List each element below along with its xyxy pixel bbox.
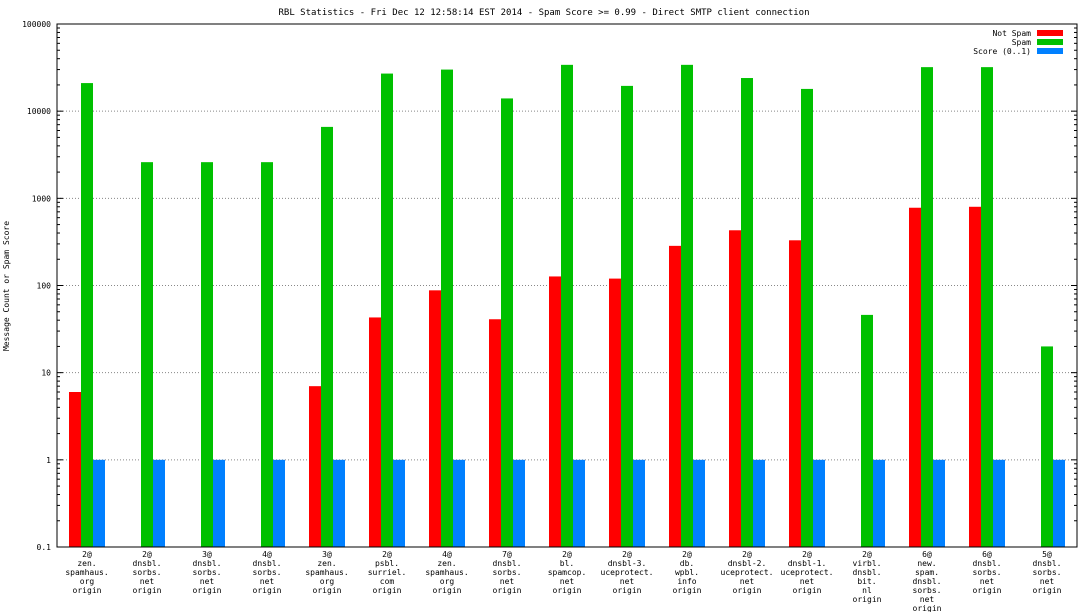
- bar-score-0-1: [393, 459, 405, 547]
- bar-spam: [201, 162, 213, 547]
- legend-swatch: [1037, 39, 1063, 45]
- bar-score-0-1: [633, 459, 645, 547]
- bar-spam: [861, 314, 873, 547]
- bar-spam: [441, 69, 453, 547]
- x-labels-layer: 2@ zen. spamhaus. org origin 2@ dnsbl. sorbs. ne…: [65, 550, 1062, 613]
- x-tick-label: 7@ dnsbl. sorbs. net origin: [493, 550, 522, 595]
- x-tick-label: 4@ dnsbl. sorbs. net origin: [253, 550, 282, 595]
- y-tick-label: 0.1: [37, 543, 52, 552]
- bar-spam: [81, 83, 93, 547]
- y-tick-label: 10: [41, 369, 51, 378]
- y-ticks-layer: 0.1 1 10 100 1000 10000 100000: [22, 20, 1077, 552]
- y-tick-label: 1000: [32, 194, 51, 203]
- bar-score-0-1: [153, 459, 165, 547]
- x-tick-label: 2@ dnsbl. sorbs. net origin: [133, 550, 162, 595]
- bar-spam: [621, 85, 633, 547]
- bar-spam: [921, 67, 933, 547]
- bar-not-spam: [549, 276, 561, 547]
- x-tick-label: 5@ dnsbl. sorbs. net origin: [1033, 550, 1062, 595]
- x-tick-label: 2@ dnsbl-3. uceprotect. net origin: [601, 550, 654, 595]
- bar-score-0-1: [333, 459, 345, 547]
- bar-not-spam: [489, 319, 501, 547]
- x-tick-label: 6@ new. spam. dnsbl. sorbs. net origin: [913, 550, 942, 612]
- x-tick-label: 2@ db. wpbl. info origin: [673, 550, 702, 595]
- bar-score-0-1: [873, 459, 885, 547]
- bar-score-0-1: [513, 459, 525, 547]
- y-tick-label: 1: [46, 456, 51, 465]
- bar-not-spam: [789, 240, 801, 548]
- x-tick-label: 2@ bl. spamcop. net origin: [548, 550, 587, 595]
- bar-not-spam: [429, 290, 441, 547]
- bar-not-spam: [309, 386, 321, 547]
- x-tick-label: 2@ zen. spamhaus. org origin: [65, 550, 108, 595]
- bar-score-0-1: [453, 459, 465, 547]
- bar-spam: [981, 67, 993, 547]
- bar-score-0-1: [1053, 459, 1065, 547]
- x-tick-label: 6@ dnsbl. sorbs. net origin: [973, 550, 1002, 595]
- bar-not-spam: [729, 230, 741, 548]
- bar-spam: [561, 64, 573, 548]
- bar-score-0-1: [573, 459, 585, 547]
- bar-spam: [141, 162, 153, 547]
- bar-score-0-1: [813, 459, 825, 547]
- bar-spam: [681, 64, 693, 548]
- x-tick-label: 2@ psbl. surriel. com origin: [368, 550, 407, 595]
- bar-spam: [1041, 346, 1053, 547]
- bar-score-0-1: [753, 459, 765, 547]
- legend-swatch: [1037, 48, 1063, 54]
- legend-swatch: [1037, 30, 1063, 36]
- y-axis-label: Message Count or Spam Score: [2, 221, 11, 351]
- bar-not-spam: [69, 392, 81, 547]
- legend-label: Score (0..1): [973, 47, 1031, 56]
- bar-spam: [741, 78, 753, 548]
- bar-spam: [321, 126, 333, 547]
- bar-score-0-1: [213, 459, 225, 547]
- legend-label: Spam: [1012, 38, 1031, 47]
- chart-title: RBL Statistics - Fri Dec 12 12:58:14 EST…: [278, 8, 809, 18]
- y-tick-label: 10000: [27, 107, 51, 116]
- y-tick-label: 100: [37, 282, 52, 291]
- x-tick-label: 2@ dnsbl-1. uceprotect. net origin: [781, 550, 834, 595]
- bar-not-spam: [609, 278, 621, 547]
- x-tick-label: 3@ zen. spamhaus. org origin: [305, 550, 348, 595]
- x-tick-label: 4@ zen. spamhaus. org origin: [425, 550, 468, 595]
- bar-spam: [381, 73, 393, 547]
- bar-not-spam: [909, 207, 921, 548]
- x-tick-label: 2@ virbl. dnsbl. bit. nl origin: [853, 550, 882, 604]
- bar-spam: [261, 162, 273, 547]
- bar-score-0-1: [273, 459, 285, 547]
- bar-not-spam: [669, 245, 681, 547]
- bar-not-spam: [969, 206, 981, 548]
- bar-spam: [501, 98, 513, 548]
- y-tick-label: 100000: [22, 20, 51, 29]
- bar-not-spam: [369, 317, 381, 547]
- x-tick-label: 3@ dnsbl. sorbs. net origin: [193, 550, 222, 595]
- bar-spam: [801, 88, 813, 548]
- bar-score-0-1: [693, 459, 705, 547]
- bar-score-0-1: [933, 459, 945, 547]
- bar-score-0-1: [93, 459, 105, 547]
- bar-score-0-1: [993, 459, 1005, 547]
- legend-label: Not Spam: [992, 29, 1031, 38]
- bars-layer: [69, 64, 1065, 548]
- x-tick-label: 2@ dnsbl-2. uceprotect. net origin: [721, 550, 774, 595]
